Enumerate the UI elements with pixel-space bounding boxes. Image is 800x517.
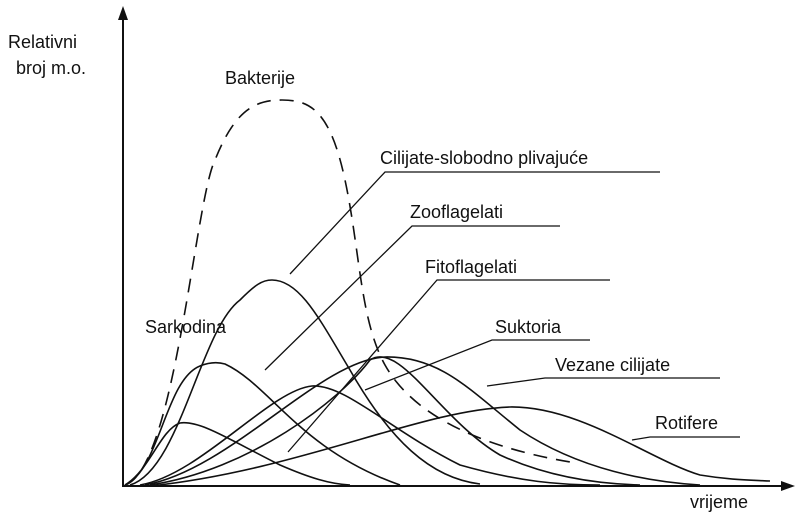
label: Suktoria — [495, 317, 562, 337]
label: Fitoflagelati — [425, 257, 517, 277]
y-label: broj m.o. — [16, 58, 86, 78]
curves — [124, 99, 771, 487]
curve-sarkodina — [124, 361, 401, 486]
label: Vezane cilijate — [555, 355, 670, 375]
label: Sarkodina — [145, 317, 227, 337]
curve-zooflagelati — [139, 385, 601, 486]
curve-cilijate — [129, 279, 481, 486]
label: Rotifere — [655, 413, 718, 433]
y-arrow — [118, 6, 128, 20]
label: Zooflagelati — [410, 202, 503, 222]
pointer — [364, 339, 590, 391]
curve-fitoflagelati — [144, 356, 701, 486]
label: Cilijate-slobodno plivajuće — [380, 148, 588, 168]
pointer — [287, 279, 610, 453]
label: Bakterije — [225, 68, 295, 88]
pointer — [486, 377, 720, 387]
pointer — [631, 436, 740, 441]
axes — [118, 6, 795, 491]
x-label: vrijeme — [690, 492, 748, 512]
curve-suktoria — [149, 356, 641, 486]
curve-small — [124, 421, 351, 486]
curve-rotifere — [149, 406, 771, 487]
pointer — [289, 171, 660, 275]
y-label: Relativni — [8, 32, 77, 52]
curve-bakterije — [124, 99, 571, 486]
pointer — [264, 225, 560, 371]
pointers — [264, 171, 740, 453]
x-arrow — [781, 481, 795, 491]
